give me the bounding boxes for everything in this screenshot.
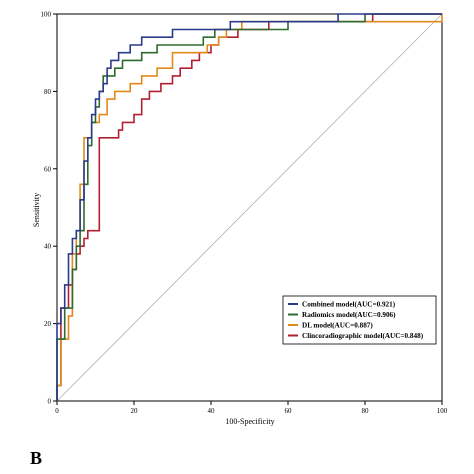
y-axis-label: Sensitivity (32, 193, 41, 227)
plot-frame (56, 13, 443, 402)
x-tick-label: 20 (131, 407, 139, 415)
y-tick-label: 40 (44, 243, 52, 251)
x-tick-label: 100 (437, 407, 448, 415)
x-tick-label: 80 (362, 407, 370, 415)
x-axis-label: 100-Specificity (225, 417, 274, 426)
y-tick-label: 0 (48, 398, 52, 406)
panel-label: B (30, 448, 43, 468)
x-tick-label: 0 (55, 407, 59, 415)
y-tick-label: 60 (44, 165, 52, 173)
legend: Combined model(AUC=0.921) Radiomics model… (282, 295, 437, 345)
legend-label: Clincoradiographic model(AUC=0.848) (302, 332, 424, 340)
roc-curves (56, 13, 443, 401)
roc-curve (56, 13, 442, 401)
reference-line (56, 13, 443, 402)
legend-label: DL model(AUC=0.887) (302, 322, 373, 330)
legend-label: Combined model(AUC=0.921) (302, 301, 396, 309)
x-tick-label: 40 (208, 407, 216, 415)
reference-line-group (56, 13, 443, 402)
legend-box (282, 295, 437, 345)
y-tick-label: 100 (41, 11, 52, 19)
y-tick-label: 80 (44, 88, 52, 96)
x-tick-label: 60 (285, 407, 293, 415)
axes: 0 20 40 60 80 100 0 20 40 60 80 100 (41, 11, 448, 416)
legend-label: Radiomics model(AUC=0.906) (302, 311, 396, 319)
y-tick-label: 20 (44, 320, 52, 328)
